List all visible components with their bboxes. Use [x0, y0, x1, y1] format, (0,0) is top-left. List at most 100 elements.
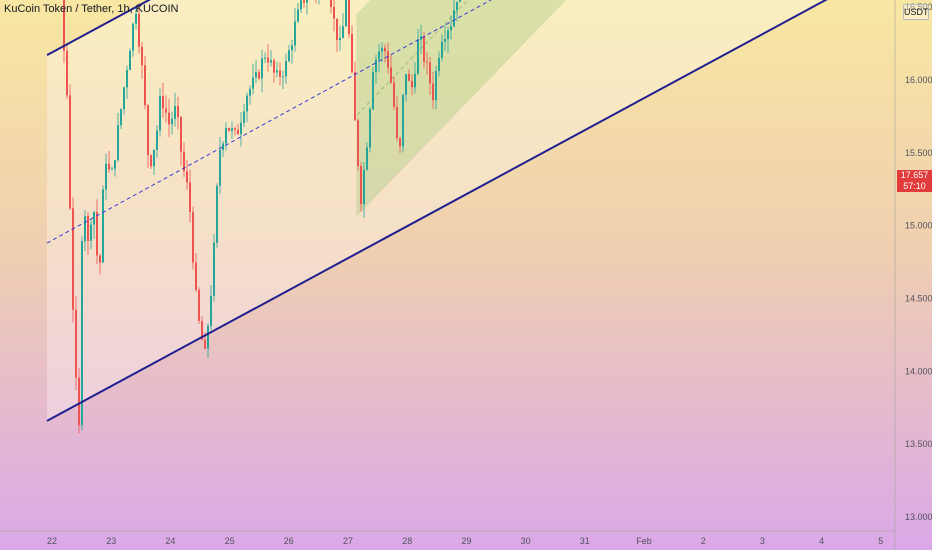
candle: [336, 18, 338, 53]
candle: [138, 2, 140, 54]
candle: [273, 58, 275, 83]
candle: [339, 25, 341, 51]
candle: [276, 61, 278, 78]
candle: [459, 0, 461, 2]
time-tick-label: 22: [47, 536, 57, 546]
candle: [270, 49, 272, 67]
candle: [108, 150, 110, 173]
candle: [129, 48, 131, 71]
candle: [111, 166, 113, 170]
candle: [447, 26, 449, 53]
candle: [102, 185, 104, 263]
candle: [165, 95, 167, 123]
candle: [297, 3, 299, 23]
time-tick-label: 25: [225, 536, 235, 546]
candle: [195, 252, 197, 293]
time-tick-label: 31: [580, 536, 590, 546]
candle: [174, 92, 176, 127]
time-tick-label: 3: [760, 536, 765, 546]
candle: [69, 84, 71, 211]
candle: [213, 234, 215, 302]
candle: [414, 62, 416, 94]
candle: [144, 56, 146, 110]
candle: [120, 108, 122, 130]
candle: [363, 161, 365, 218]
candle: [294, 8, 296, 52]
candle: [303, 0, 305, 8]
candle: [141, 41, 143, 79]
price-tick-label: 16.000: [905, 75, 932, 85]
candle: [285, 53, 287, 84]
candle: [279, 62, 281, 86]
price-tick-label: 14.000: [905, 366, 932, 376]
candle: [147, 104, 149, 169]
candle: [99, 253, 101, 275]
candle: [378, 43, 380, 73]
candle: [183, 142, 185, 177]
time-tick-label: Feb: [636, 536, 652, 546]
candle: [78, 368, 80, 434]
channel-lines[interactable]: [46, 0, 853, 422]
price-axis[interactable]: 19.50019.00018.50018.00017.50017.00016.5…: [905, 0, 932, 522]
candle: [408, 69, 410, 82]
candle: [189, 169, 191, 223]
candle: [330, 0, 332, 14]
candle: [96, 199, 98, 265]
candle: [75, 296, 77, 391]
candle: [132, 22, 134, 57]
candle: [81, 236, 83, 431]
candle: [315, 0, 317, 4]
candle: [255, 60, 257, 84]
last-price-value: 17.657: [900, 170, 929, 180]
candle: [348, 0, 350, 39]
last-price-label: 17.657 57:10: [897, 170, 932, 192]
candle: [384, 44, 386, 63]
candle: [381, 42, 383, 63]
candle: [393, 76, 395, 110]
candle: [258, 69, 260, 81]
candle: [234, 126, 236, 136]
candle: [342, 12, 344, 39]
candle: [231, 121, 233, 140]
candle: [417, 28, 419, 75]
candle: [117, 112, 119, 163]
candle: [228, 127, 230, 132]
time-tick-label: 4: [819, 536, 824, 546]
time-tick-label: 28: [402, 536, 412, 546]
candle: [156, 124, 158, 158]
candle: [207, 323, 209, 359]
price-tick-label: 15.000: [905, 221, 932, 231]
candle: [288, 44, 290, 63]
bar-countdown: 57:10: [903, 181, 926, 191]
candle: [135, 6, 137, 30]
candle: [177, 96, 179, 130]
candle: [150, 154, 152, 170]
candle: [126, 65, 128, 99]
chart-title: KuCoin Token / Tether, 1h, KUCOIN: [4, 3, 179, 15]
candle: [402, 93, 404, 153]
candle: [423, 31, 425, 68]
price-tick-label: 13.500: [905, 439, 932, 449]
candle: [168, 98, 170, 138]
candle: [438, 51, 440, 77]
candle: [237, 124, 239, 135]
channel-lower-line: [46, 0, 828, 422]
candle: [405, 73, 407, 102]
time-tick-label: 24: [165, 536, 175, 546]
candle: [420, 24, 422, 54]
candle: [432, 71, 434, 109]
candle: [159, 88, 161, 137]
candle: [441, 34, 443, 62]
time-axis[interactable]: 22 23 24 25 26 27 28 29 30 31 Feb 2 3 4 5: [47, 536, 883, 546]
candle: [435, 66, 437, 110]
candle: [192, 206, 194, 270]
candle: [114, 159, 116, 177]
candle: [345, 0, 347, 28]
candle: [453, 0, 455, 28]
currency-badge[interactable]: USDT: [903, 4, 929, 20]
candle: [246, 92, 248, 123]
candle: [390, 54, 392, 85]
price-tick-label: 16.500: [905, 2, 932, 12]
candle: [216, 183, 218, 248]
